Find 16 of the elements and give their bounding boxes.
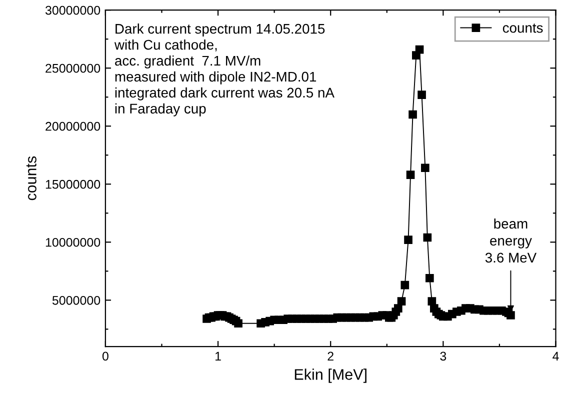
y-tick-label: 20000000 (46, 122, 100, 131)
y-tick-label: 30000000 (45, 6, 100, 15)
x-tick-label: 4 (552, 352, 559, 360)
annotation: beam energy 3.6 MeV (485, 218, 537, 263)
y-tick-label: 5000000 (52, 296, 100, 305)
y-axis-title: counts (26, 156, 36, 200)
y-tick-label: 15000000 (46, 180, 100, 189)
x-axis-title: Ekin [MeV] (294, 368, 366, 383)
annotation: Dark current spectrum 14.05.2015 with Cu cathode, acc. gradient 7.1 MV/m measured with dipole IN2-MD.01 integrated dark current was 20.5 nA in Faraday cup (114, 24, 334, 116)
x-tick-label: 3 (440, 352, 446, 361)
x-tick-label: 2 (328, 352, 334, 360)
x-tick-label: 1 (216, 352, 221, 360)
x-tick-label: 0 (102, 352, 108, 361)
legend-label: counts (502, 24, 543, 33)
y-tick-label: 25000000 (46, 64, 100, 73)
y-tick-label: 10000000 (46, 238, 100, 247)
